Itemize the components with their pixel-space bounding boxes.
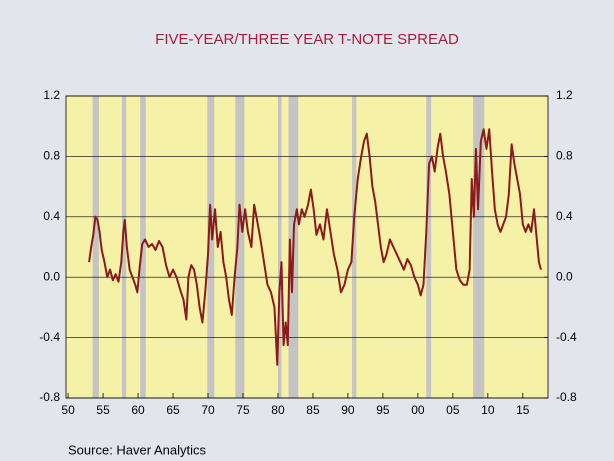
recession-band bbox=[92, 96, 99, 398]
x-tick-label: 85 bbox=[306, 403, 320, 417]
y-tick-label: 0.0 bbox=[43, 269, 60, 283]
x-tick-label: 90 bbox=[341, 403, 355, 417]
y-tick-label: 1.2 bbox=[43, 88, 60, 102]
x-tick-label: 50 bbox=[61, 403, 75, 417]
data-line bbox=[88, 128, 542, 366]
y-tick-label: 0.4 bbox=[43, 209, 60, 223]
x-tick-label: 65 bbox=[166, 403, 180, 417]
chart-title: FIVE-YEAR/THREE YEAR T-NOTE SPREAD bbox=[155, 31, 459, 48]
plot-border bbox=[65, 95, 549, 399]
x-tick-label: 15 bbox=[516, 403, 530, 417]
source-note: Source: Haver Analytics bbox=[68, 442, 207, 457]
x-tick-label: 80 bbox=[271, 403, 285, 417]
y2-tick-label: -0.4 bbox=[556, 330, 577, 344]
x-tick-label: 75 bbox=[236, 403, 250, 417]
recession-band bbox=[235, 96, 245, 398]
recession-band bbox=[473, 96, 485, 398]
x-tick-label: 00 bbox=[411, 403, 425, 417]
x-tick-label: 10 bbox=[481, 403, 495, 417]
y-tick-label: -0.8 bbox=[39, 390, 60, 404]
recession-band bbox=[140, 96, 146, 398]
x-tick-label: 05 bbox=[446, 403, 460, 417]
x-tick-label: 60 bbox=[131, 403, 145, 417]
x-tick-label: 70 bbox=[201, 403, 215, 417]
y-tick-label: -0.4 bbox=[39, 330, 60, 344]
y2-tick-label: -0.8 bbox=[556, 390, 577, 404]
y2-tick-label: 1.2 bbox=[556, 88, 573, 102]
recession-band bbox=[352, 96, 357, 398]
recession-band bbox=[121, 96, 127, 398]
y2-tick-label: 0.0 bbox=[556, 269, 573, 283]
x-tick-label: 55 bbox=[96, 403, 110, 417]
y-tick-label: 0.8 bbox=[43, 149, 60, 163]
plot-area bbox=[66, 96, 548, 398]
x-tick-label: 95 bbox=[376, 403, 390, 417]
y2-tick-label: 0.8 bbox=[556, 149, 573, 163]
y2-tick-label: 0.4 bbox=[556, 209, 573, 223]
recession-band bbox=[277, 96, 282, 398]
recession-band bbox=[426, 96, 432, 398]
recession-band bbox=[207, 96, 215, 398]
